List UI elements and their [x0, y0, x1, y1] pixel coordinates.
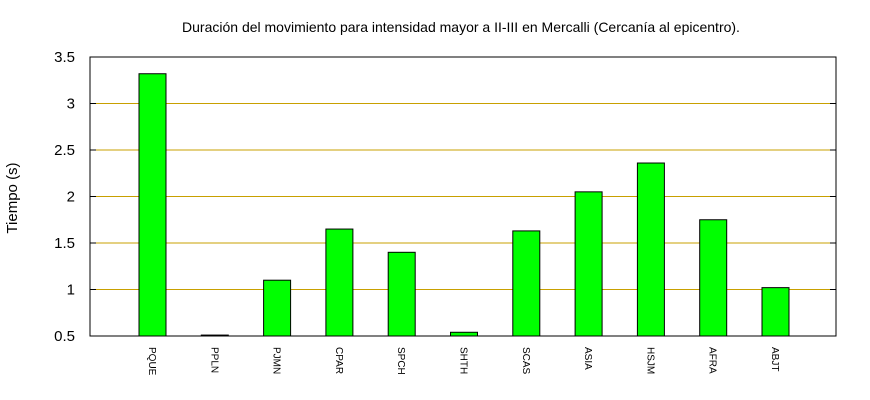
bar-asia — [574, 191, 603, 337]
bar-cpar — [325, 228, 354, 337]
bar-spch — [387, 251, 416, 337]
x-tick-label: CPAR — [333, 347, 344, 374]
x-tick-label: PJMN — [271, 347, 282, 374]
x-axis-ticks: PQUE PPLN PJMN CPAR SPCH SHTH SCAS ASIA HSJM AFRA… — [146, 347, 780, 376]
bar-pjmn — [263, 279, 292, 337]
bar-hsjm — [636, 162, 665, 337]
bars — [138, 73, 790, 337]
x-tick-label: AFRA — [707, 347, 718, 374]
y-axis-label: Tiempo (s) — [4, 162, 21, 233]
bar-pque — [138, 73, 167, 337]
x-tick-label: SHTH — [458, 347, 469, 374]
x-tick-label: SPCH — [395, 347, 406, 375]
y-tick-label: 1.5 — [54, 235, 75, 252]
chart-title: Duración del movimiento para intensidad … — [182, 19, 740, 35]
bar-scas — [512, 230, 541, 337]
y-tick-label: 3 — [67, 96, 75, 113]
bar-afra — [699, 219, 728, 337]
y-tick-label: 1 — [67, 282, 75, 299]
bar-shth — [450, 331, 478, 337]
y-tick-label: 2.5 — [54, 142, 75, 159]
x-tick-label: HSJM — [644, 347, 655, 374]
x-tick-label: ASIA — [582, 347, 593, 370]
y-tick-label: 3.5 — [54, 49, 75, 66]
bar-abjt — [761, 287, 790, 337]
y-tick-label: 2 — [67, 189, 75, 206]
x-tick-label: PPLN — [208, 347, 219, 373]
x-tick-label: ABJT — [769, 347, 780, 371]
y-tick-label: 0.5 — [54, 328, 75, 345]
x-tick-label: SCAS — [520, 347, 531, 375]
y-axis-ticks: 0.5 1 1.5 2 2.5 3 3.5 — [54, 49, 836, 345]
x-tick-label: PQUE — [146, 347, 157, 376]
